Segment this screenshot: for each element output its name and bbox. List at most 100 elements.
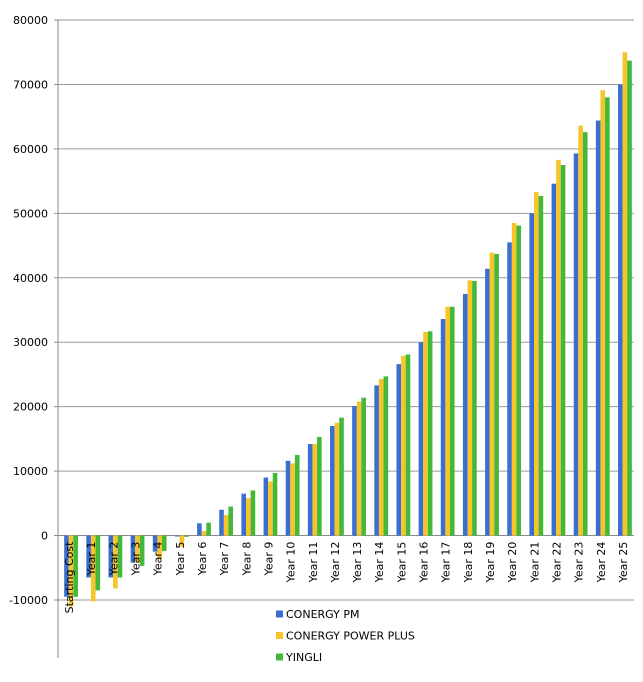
y-axis-ticks: -10000 0 10000 20000 30000 40000 50000 60000 700… <box>9 14 58 607</box>
bar-conergy-power-plus <box>445 306 450 536</box>
bar-conergy-power-plus <box>401 355 406 536</box>
bar-conergy-power-plus <box>157 535 162 559</box>
bar-conergy-power-plus <box>556 159 561 536</box>
bar-conergy-pm <box>86 535 91 578</box>
x-tick-label: Year 3 <box>130 542 143 577</box>
bar-yingli <box>449 306 455 536</box>
bar-conergy-power-plus <box>578 125 583 536</box>
bar-conergy-pm <box>418 342 424 536</box>
x-tick-label: Year 22 <box>550 542 563 584</box>
bar-yingli <box>73 535 78 597</box>
x-tick-label: Year 11 <box>307 542 320 584</box>
bar-conergy-pm <box>396 364 402 536</box>
bar-conergy-pm <box>440 319 446 536</box>
legend-swatch <box>276 610 283 618</box>
bar-conergy-power-plus <box>246 498 251 536</box>
bar-conergy-power-plus <box>356 401 362 536</box>
bar-yingli <box>472 281 477 536</box>
bar-conergy-pm <box>374 385 379 536</box>
bar-conergy-power-plus <box>290 463 295 536</box>
y-tick-label: 10000 <box>13 465 48 478</box>
bar-conergy-pm <box>462 293 468 536</box>
bar-yingli <box>184 535 189 537</box>
bar-conergy-pm <box>219 509 224 536</box>
bar-conergy-power-plus <box>268 481 273 536</box>
bar-conergy-power-plus <box>600 90 606 536</box>
bar-conergy-power-plus <box>534 192 539 536</box>
y-tick-label: 50000 <box>13 207 48 220</box>
bar-conergy-pm <box>108 535 114 578</box>
bar-conergy-pm <box>241 493 247 536</box>
bars <box>64 52 632 607</box>
bar-conergy-pm <box>507 242 512 536</box>
legend-swatch <box>276 632 283 639</box>
bar-yingli <box>161 535 167 552</box>
y-tick-label: 20000 <box>13 401 48 414</box>
bar-conergy-pm <box>285 460 291 536</box>
bar-conergy-pm <box>152 535 158 552</box>
x-tick-label: Year 4 <box>152 542 165 577</box>
x-tick-label: Year 18 <box>462 542 475 584</box>
bar-conergy-power-plus <box>312 444 318 536</box>
bar-yingli <box>228 506 234 536</box>
bar-yingli <box>272 473 278 536</box>
bar-yingli <box>139 535 145 566</box>
x-tick-label: Year 14 <box>373 542 386 584</box>
y-tick-label: 80000 <box>13 14 48 27</box>
bar-yingli <box>560 165 566 536</box>
y-tick-label: 0 <box>41 530 48 543</box>
bar-conergy-pm <box>573 153 579 536</box>
x-tick-label: Year 15 <box>395 542 408 584</box>
x-tick-label: Year 20 <box>506 542 519 584</box>
bar-conergy-pm <box>485 268 490 536</box>
bar-yingli <box>294 455 300 536</box>
x-tick-label: Year 21 <box>528 542 541 584</box>
x-tick-label: Year 12 <box>329 542 342 584</box>
y-tick-label: 60000 <box>13 143 48 156</box>
bar-yingli <box>117 535 123 578</box>
bar-conergy-pm <box>529 213 535 536</box>
x-tick-label: Year 13 <box>351 542 364 584</box>
bar-yingli <box>516 225 522 536</box>
bar-conergy-pm <box>64 535 69 597</box>
bar-yingli <box>405 354 411 536</box>
bar-conergy-power-plus <box>135 535 140 563</box>
bar-yingli <box>317 436 322 536</box>
bar-conergy-pm <box>618 84 623 536</box>
bar-conergy-power-plus <box>489 252 495 536</box>
bar-yingli <box>582 132 588 536</box>
legend-label: YINGLI <box>285 651 322 664</box>
x-tick-label: Year 6 <box>196 542 209 577</box>
bar-conergy-power-plus <box>223 514 229 536</box>
x-tick-label: Year 1 <box>85 542 98 577</box>
bar-conergy-power-plus <box>68 535 74 607</box>
x-tick-label: Year 2 <box>107 542 120 577</box>
bar-conergy-pm <box>197 523 202 536</box>
y-tick-label: 70000 <box>13 78 48 91</box>
x-tick-label: Year 10 <box>285 542 298 584</box>
gridlines <box>58 19 634 601</box>
bar-conergy-pm <box>595 120 601 536</box>
x-tick-label: Year 25 <box>617 542 630 584</box>
bar-conergy-pm <box>352 406 357 536</box>
bar-conergy-power-plus <box>334 422 340 536</box>
bar-conergy-pm <box>330 426 335 536</box>
x-tick-label: Year 8 <box>240 542 253 577</box>
bar-conergy-pm <box>174 535 180 537</box>
bar-conergy-power-plus <box>201 531 207 536</box>
x-tick-label: Year 9 <box>262 542 275 577</box>
x-tick-label: Year 23 <box>573 542 586 584</box>
x-tick-label: Starting Cost <box>63 541 76 614</box>
bar-conergy-pm <box>130 535 136 563</box>
x-tick-label: Year 5 <box>174 542 187 577</box>
bar-conergy-pm <box>307 444 313 536</box>
bar-conergy-power-plus <box>179 535 185 547</box>
bar-conergy-power-plus <box>622 52 628 536</box>
x-tick-label: Year 7 <box>218 542 231 577</box>
bar-conergy-power-plus <box>423 331 428 536</box>
bar-yingli <box>627 60 632 536</box>
bar-conergy-power-plus <box>378 378 384 536</box>
legend: CONERGY PM CONERGY POWER PLUS YINGLI <box>276 608 415 664</box>
